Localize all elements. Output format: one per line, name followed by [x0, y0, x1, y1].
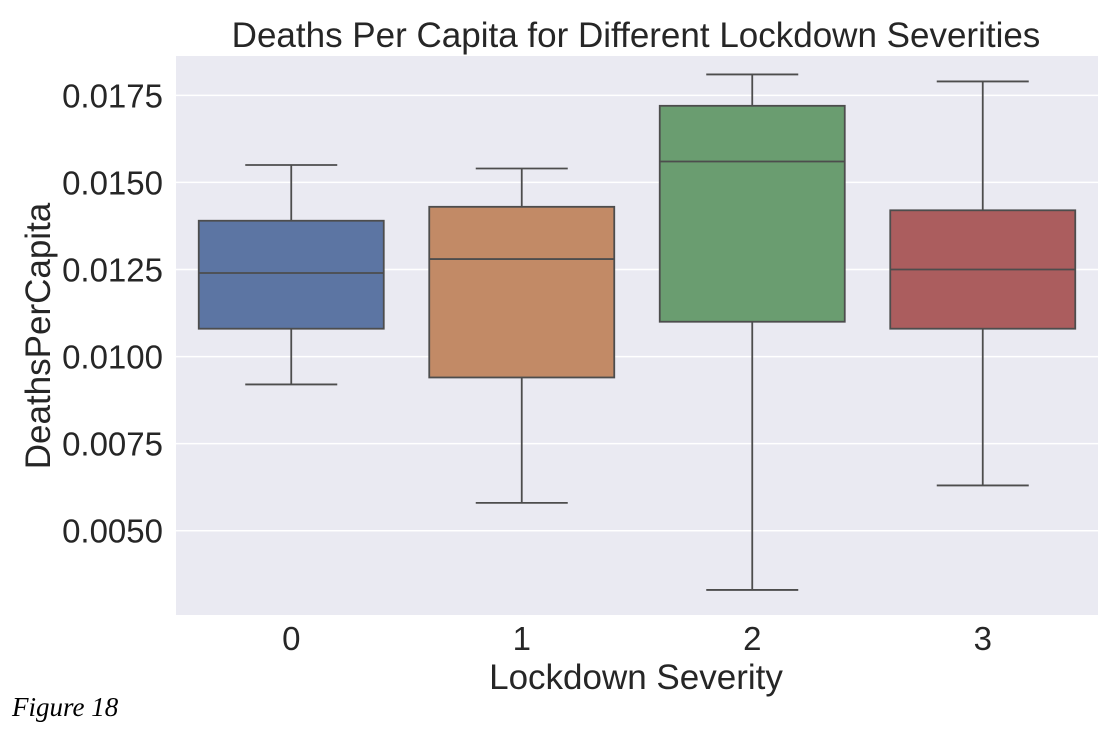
plot-area [176, 56, 1098, 615]
x-tick-label: 3 [974, 620, 992, 657]
y-tick-label: 0.0050 [62, 513, 163, 550]
x-axis-label: Lockdown Severity [489, 658, 783, 697]
box-group [658, 73, 846, 591]
y-tick-label: 0.0175 [62, 77, 163, 114]
y-tick-label: 0.0075 [62, 426, 163, 463]
chart-title: Deaths Per Capita for Different Lockdown… [232, 16, 1041, 55]
iqr-box [197, 219, 385, 330]
x-tick-label: 1 [513, 620, 531, 657]
x-tick-label: 0 [282, 620, 300, 657]
y-axis-label: DeathsPerCapita [19, 202, 58, 469]
y-tick-label: 0.0125 [62, 251, 163, 288]
y-tick-label: 0.0100 [62, 339, 163, 376]
iqr-box [658, 104, 846, 323]
x-tick-label: 2 [743, 620, 761, 657]
iqr-box [428, 205, 616, 379]
y-tick-label: 0.0150 [62, 164, 163, 201]
box-group [428, 167, 616, 504]
box-group [197, 164, 385, 386]
figure-caption: Figure 18 [12, 692, 119, 722]
box-group [889, 80, 1077, 487]
